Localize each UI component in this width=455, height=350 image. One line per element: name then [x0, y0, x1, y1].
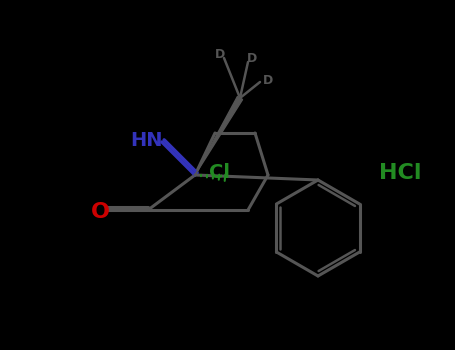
Text: D: D	[263, 74, 273, 86]
Text: HN: HN	[131, 131, 163, 149]
Text: D: D	[215, 48, 225, 61]
Text: HCl: HCl	[379, 163, 421, 183]
Text: D: D	[247, 51, 257, 64]
Polygon shape	[195, 97, 243, 175]
Text: Cl: Cl	[209, 163, 231, 182]
Text: O: O	[91, 202, 110, 222]
